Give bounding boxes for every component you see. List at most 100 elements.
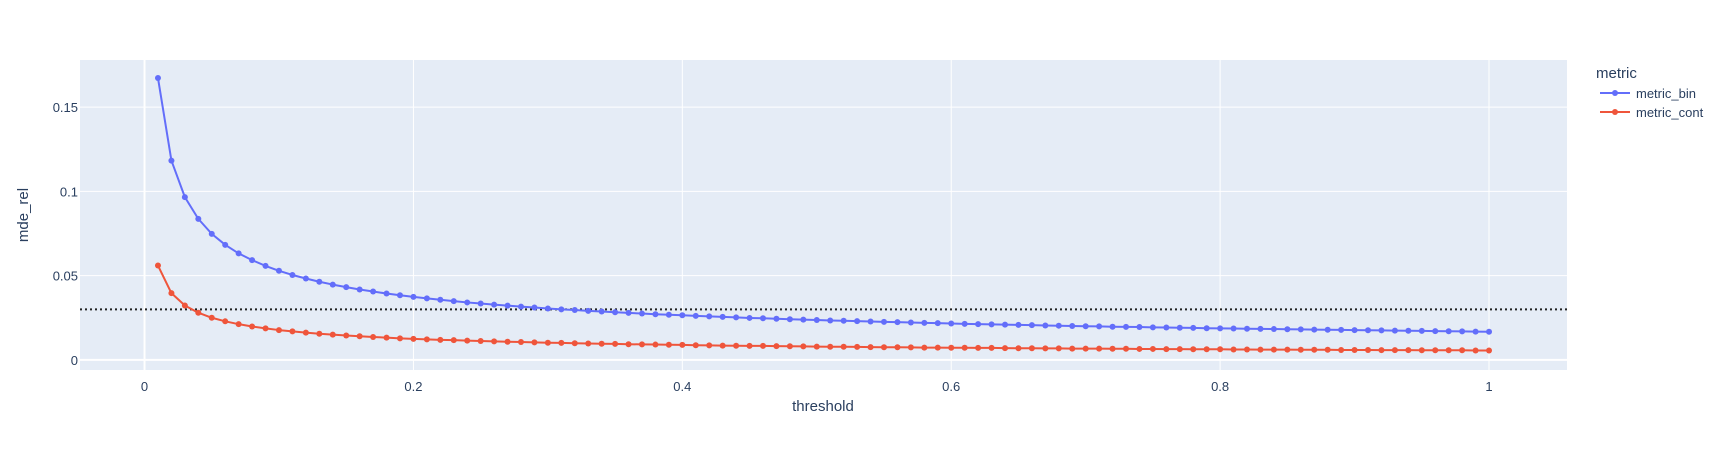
x-tick-label: 0 xyxy=(141,379,148,394)
data-point xyxy=(491,301,498,308)
data-point xyxy=(988,344,995,351)
data-point xyxy=(867,344,874,351)
data-point xyxy=(235,250,242,257)
data-point xyxy=(464,299,471,306)
data-point xyxy=(786,316,793,323)
x-tick-labels: 0 0.2 0.4 0.6 0.8 1 xyxy=(141,379,1493,394)
data-point xyxy=(1270,346,1277,353)
data-point xyxy=(625,309,632,316)
data-point xyxy=(531,304,538,311)
series-layer xyxy=(154,75,1493,354)
data-point xyxy=(329,281,336,288)
data-point xyxy=(840,317,847,324)
data-point xyxy=(423,336,430,343)
data-point xyxy=(894,344,901,351)
data-point xyxy=(760,315,766,322)
data-point xyxy=(571,340,578,347)
legend-label: metric_bin xyxy=(1636,86,1696,101)
data-point xyxy=(450,337,457,344)
data-point xyxy=(1096,345,1103,352)
data-point xyxy=(1244,346,1251,353)
data-point xyxy=(773,343,780,350)
data-point xyxy=(1405,347,1412,354)
data-point xyxy=(410,335,417,342)
series-line-metric_bin xyxy=(156,77,1491,333)
data-point xyxy=(262,325,269,332)
data-point xyxy=(1015,345,1022,352)
y-tick-label: 0 xyxy=(71,353,78,368)
data-point xyxy=(1176,324,1183,331)
data-point xyxy=(1445,347,1452,354)
data-point xyxy=(504,338,511,345)
data-point xyxy=(1055,322,1062,329)
data-point xyxy=(1190,324,1197,331)
data-point xyxy=(302,329,309,336)
data-point xyxy=(437,296,444,303)
data-point xyxy=(1378,327,1385,334)
data-point xyxy=(343,284,350,291)
legend-item-metric_bin[interactable]: metric_bin xyxy=(1600,86,1696,101)
data-point xyxy=(1230,325,1237,332)
data-point xyxy=(585,340,592,347)
series-line-metric_cont xyxy=(156,264,1491,352)
x-tick-label: 0.4 xyxy=(673,379,691,394)
x-axis-title: threshold xyxy=(792,398,854,415)
legend-item-metric_cont[interactable]: metric_cont xyxy=(1600,105,1704,120)
plot-background xyxy=(80,60,1567,370)
data-point xyxy=(612,340,619,347)
data-point xyxy=(1096,323,1103,330)
data-point xyxy=(746,342,753,349)
data-point xyxy=(719,342,726,349)
data-point xyxy=(881,344,887,351)
data-point xyxy=(450,298,457,305)
data-point xyxy=(181,302,188,309)
data-point xyxy=(410,293,417,300)
data-point xyxy=(370,288,377,295)
legend-label: metric_cont xyxy=(1636,105,1704,120)
data-point xyxy=(1297,326,1304,333)
data-point xyxy=(1459,347,1466,354)
data-point xyxy=(1163,324,1170,331)
data-point xyxy=(195,309,202,316)
data-point xyxy=(1217,346,1224,353)
data-point xyxy=(558,306,565,313)
data-point xyxy=(1297,346,1304,353)
data-point xyxy=(1324,326,1331,333)
series-metric_bin xyxy=(154,75,1493,335)
data-point xyxy=(948,320,955,327)
data-point xyxy=(921,344,928,351)
data-point xyxy=(168,157,175,164)
data-point xyxy=(544,339,551,346)
data-point xyxy=(1123,323,1130,330)
data-point xyxy=(1257,325,1264,332)
y-tick-labels: 0 0.05 0.1 0.15 xyxy=(53,100,78,368)
data-point xyxy=(1486,347,1493,354)
data-point xyxy=(934,344,941,351)
data-point xyxy=(1149,324,1156,331)
data-point xyxy=(706,342,713,349)
data-point xyxy=(208,314,215,321)
data-point xyxy=(531,339,538,346)
data-point xyxy=(692,342,699,349)
data-point xyxy=(612,309,619,316)
data-point xyxy=(733,342,740,349)
data-point xyxy=(1002,321,1009,328)
data-point xyxy=(638,341,645,348)
data-point xyxy=(289,271,296,278)
data-point xyxy=(504,302,511,309)
x-tick-label: 0.6 xyxy=(942,379,960,394)
data-point xyxy=(1257,346,1264,353)
data-point xyxy=(746,314,753,321)
data-point xyxy=(1365,346,1372,353)
data-point xyxy=(786,343,793,350)
data-point xyxy=(1338,346,1345,353)
data-point xyxy=(692,312,699,319)
data-point xyxy=(800,343,807,350)
legend-swatch-marker xyxy=(1612,90,1618,96)
data-point xyxy=(343,332,350,339)
data-point xyxy=(948,344,955,351)
data-point xyxy=(1472,347,1479,354)
data-point xyxy=(961,320,968,327)
data-point xyxy=(316,330,323,337)
series-metric_cont xyxy=(154,262,1493,354)
